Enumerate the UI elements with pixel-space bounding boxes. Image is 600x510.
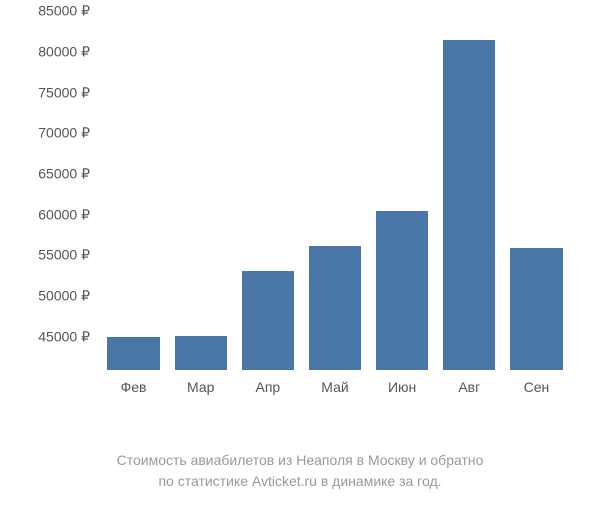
y-tick-label: 80000 ₽ — [38, 43, 90, 60]
x-tick-label: Май — [321, 379, 348, 395]
bar — [443, 40, 495, 370]
x-tick-label: Фев — [121, 379, 147, 395]
y-tick-label: 50000 ₽ — [38, 288, 90, 305]
x-axis: Фев Мар Апр Май Июн Авг Сен — [100, 375, 570, 400]
price-chart: 45000 ₽ 50000 ₽ 55000 ₽ 60000 ₽ 65000 ₽ 70000… — [20, 10, 580, 410]
y-tick-label: 75000 ₽ — [38, 84, 90, 101]
y-tick-label: 85000 ₽ — [38, 3, 90, 20]
caption-line-1: Стоимость авиабилетов из Неаполя в Москв… — [117, 452, 484, 468]
x-tick-label: Сен — [524, 379, 550, 395]
bar — [107, 337, 159, 370]
bar — [309, 246, 361, 370]
x-tick-label: Мар — [187, 379, 214, 395]
y-axis: 45000 ₽ 50000 ₽ 55000 ₽ 60000 ₽ 65000 ₽ 70000… — [20, 20, 95, 370]
chart-caption: Стоимость авиабилетов из Неаполя в Москв… — [0, 450, 600, 492]
caption-line-2: по статистике Avticket.ru в динамике за … — [158, 473, 441, 489]
plot-area — [100, 20, 570, 370]
bar — [242, 271, 294, 370]
y-tick-label: 45000 ₽ — [38, 328, 90, 345]
x-tick-label: Авг — [458, 379, 480, 395]
y-tick-label: 70000 ₽ — [38, 125, 90, 142]
bar — [376, 211, 428, 370]
y-tick-label: 60000 ₽ — [38, 206, 90, 223]
bar — [175, 336, 227, 370]
x-tick-label: Апр — [255, 379, 280, 395]
bar — [510, 248, 562, 370]
y-tick-label: 55000 ₽ — [38, 247, 90, 264]
y-tick-label: 65000 ₽ — [38, 165, 90, 182]
x-tick-label: Июн — [388, 379, 416, 395]
